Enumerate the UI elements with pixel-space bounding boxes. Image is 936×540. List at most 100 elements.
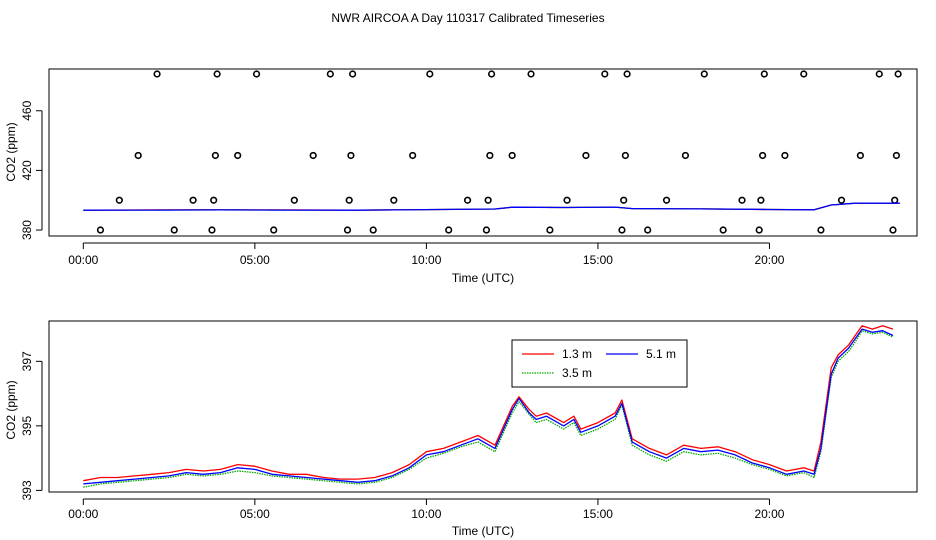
scatter-point bbox=[426, 70, 434, 78]
scatter-point bbox=[369, 226, 377, 234]
scatter-point bbox=[213, 70, 221, 78]
scatter-point bbox=[115, 196, 123, 204]
y-axis: 380 420 460 bbox=[20, 100, 43, 240]
x-axis: 00:00 05:00 10:00 15:00 20:00 bbox=[68, 242, 785, 267]
scatter-point bbox=[759, 151, 767, 160]
y-tick-label: 395 bbox=[20, 416, 34, 436]
scatter-point bbox=[463, 196, 472, 204]
scatter-point bbox=[270, 226, 278, 234]
x-tick-label: 10:00 bbox=[411, 507, 441, 521]
scatter-point bbox=[390, 196, 398, 204]
plot-frame bbox=[48, 320, 918, 493]
legend-label-3-5m: 3.5 m bbox=[562, 366, 592, 380]
scatter-point bbox=[527, 70, 535, 78]
x-axis: 00:00 05:00 10:00 15:00 20:00 bbox=[68, 498, 785, 521]
x-tick-label: 10:00 bbox=[411, 253, 441, 267]
scatter-point bbox=[208, 226, 216, 234]
scatter-point bbox=[620, 196, 628, 204]
scatter-point bbox=[889, 226, 897, 234]
scatter-point bbox=[170, 226, 178, 234]
scatter-point bbox=[700, 70, 708, 78]
y-axis-label: CO2 (ppm) bbox=[4, 380, 18, 439]
x-tick-label: 15:00 bbox=[583, 253, 613, 267]
y-axis-label: CO2 (ppm) bbox=[4, 122, 18, 181]
x-tick-label: 00:00 bbox=[68, 253, 98, 267]
series-line-1-3-m bbox=[83, 325, 894, 482]
y-tick-label: 460 bbox=[20, 100, 34, 120]
scatter-point bbox=[563, 196, 571, 204]
legend-label-5-1m: 5.1 m bbox=[646, 347, 676, 361]
scatter-point bbox=[96, 226, 105, 234]
x-tick-label: 20:00 bbox=[754, 507, 784, 521]
scatter-point bbox=[875, 70, 883, 78]
x-axis-label: Time (UTC) bbox=[452, 524, 514, 538]
x-tick-label: 20:00 bbox=[754, 253, 784, 267]
scatter-point bbox=[252, 70, 261, 78]
scatter-point bbox=[601, 70, 609, 78]
scatter-point bbox=[892, 151, 901, 160]
scatter-point bbox=[326, 70, 334, 78]
scatter-point bbox=[618, 226, 626, 234]
scatter-point bbox=[800, 70, 808, 78]
scatter-point bbox=[134, 151, 142, 160]
series-line-5-1-m bbox=[83, 328, 894, 485]
plot-marks bbox=[83, 70, 902, 234]
scatter-point bbox=[153, 70, 161, 78]
legend-label-1-3m: 1.3 m bbox=[562, 347, 592, 361]
scatter-point bbox=[508, 151, 516, 160]
scatter-point bbox=[309, 151, 317, 160]
x-axis-label: Time (UTC) bbox=[452, 271, 514, 285]
figure-title: NWR AIRCOA A Day 110317 Calibrated Times… bbox=[331, 11, 604, 25]
scatter-point bbox=[487, 70, 496, 78]
plot-marks bbox=[83, 325, 894, 488]
scatter-point bbox=[347, 151, 355, 160]
scatter-point bbox=[621, 151, 629, 160]
scatter-point bbox=[623, 70, 631, 78]
scatter-point bbox=[681, 151, 690, 160]
scatter-point bbox=[484, 196, 492, 204]
x-tick-label: 00:00 bbox=[68, 507, 98, 521]
x-tick-label: 15:00 bbox=[583, 507, 613, 521]
scatter-point bbox=[211, 151, 219, 160]
scatter-point bbox=[345, 196, 353, 204]
scatter-point bbox=[760, 70, 768, 78]
scatter-point bbox=[781, 151, 789, 160]
legend-box bbox=[511, 339, 688, 388]
scatter-point bbox=[486, 151, 494, 160]
y-tick-label: 397 bbox=[20, 351, 34, 371]
scatter-point bbox=[738, 196, 746, 204]
scatter-point bbox=[582, 151, 590, 160]
scatter-point bbox=[662, 196, 671, 204]
scatter-point bbox=[409, 151, 417, 160]
x-tick-label: 05:00 bbox=[240, 253, 270, 267]
plot-frame bbox=[48, 68, 918, 237]
y-tick-label: 393 bbox=[20, 480, 34, 500]
legend: 1.3 m 5.1 m 3.5 m bbox=[511, 339, 688, 388]
scatter-point bbox=[445, 226, 453, 234]
series-line-5-1-m bbox=[83, 202, 900, 211]
scatter-point bbox=[894, 70, 902, 78]
x-tick-label: 05:00 bbox=[240, 507, 270, 521]
scatter-point bbox=[856, 151, 864, 160]
scatter-point bbox=[644, 226, 652, 234]
scatter-point bbox=[349, 70, 357, 78]
scatter-point bbox=[719, 226, 727, 234]
scatter-point bbox=[891, 196, 899, 204]
panel-top: 00:00 05:00 10:00 15:00 20:00 380 420 460 Time… bbox=[4, 68, 918, 285]
y-tick-label: 380 bbox=[20, 220, 34, 240]
y-axis: 393 395 397 bbox=[20, 351, 43, 500]
scatter-point bbox=[210, 196, 218, 204]
scatter-point bbox=[837, 196, 846, 204]
scatter-point bbox=[755, 226, 763, 234]
scatter-point bbox=[290, 196, 298, 204]
scatter-point bbox=[343, 226, 352, 234]
scatter-point bbox=[757, 196, 765, 204]
scatter-point bbox=[189, 196, 197, 204]
scatter-point bbox=[482, 226, 491, 234]
panel-bottom: 00:00 05:00 10:00 15:00 20:00 393 395 397 Time… bbox=[4, 320, 918, 538]
scatter-point bbox=[546, 226, 554, 234]
y-tick-label: 420 bbox=[20, 160, 34, 180]
scatter-point bbox=[817, 226, 825, 234]
series-line-3-5-m bbox=[83, 330, 894, 488]
